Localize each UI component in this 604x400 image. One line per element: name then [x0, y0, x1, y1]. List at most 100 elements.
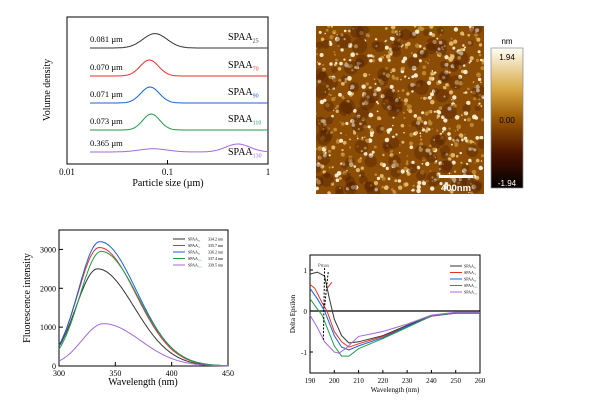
- afm-depression: [374, 41, 385, 53]
- series-name: SPAA: [188, 243, 198, 248]
- afm-depression: [434, 133, 447, 146]
- afm-depression: [391, 41, 402, 52]
- afm-particle: [337, 79, 340, 82]
- afm-particle: [441, 130, 444, 133]
- afm-depression: [468, 180, 482, 194]
- afm-particle: [383, 130, 385, 133]
- afm-particle: [346, 170, 348, 172]
- afm-particle: [337, 67, 342, 71]
- afm-particle: [371, 59, 375, 63]
- afm-particle: [428, 119, 431, 123]
- afm-particle: [335, 109, 339, 114]
- peak-label: 0.070 µm: [90, 62, 123, 72]
- afm-particle: [457, 56, 462, 60]
- afm-particle: [334, 53, 337, 56]
- afm-particle: [458, 74, 463, 80]
- afm-particle: [430, 186, 435, 191]
- afm-particle: [345, 134, 347, 136]
- afm-depression: [421, 51, 429, 59]
- afm-particle: [391, 188, 394, 191]
- afm-particle: [480, 118, 484, 122]
- afm-depression: [423, 29, 430, 36]
- afm-depression: [471, 85, 484, 100]
- afm-particle: [354, 66, 357, 69]
- y-tick-label: 0: [304, 308, 308, 316]
- afm-particle: [334, 96, 337, 99]
- afm-depression: [316, 71, 329, 84]
- afm-particle: [428, 31, 433, 36]
- afm-particle: [362, 72, 368, 78]
- afm-particle: [327, 127, 330, 130]
- afm-particle: [343, 29, 347, 33]
- afm-particle: [425, 148, 430, 153]
- series-subscript: 110: [198, 259, 202, 262]
- afm-particle: [320, 135, 326, 141]
- afm-particle: [359, 174, 362, 177]
- afm-depression: [454, 135, 462, 144]
- afm-particle: [325, 84, 329, 88]
- afm-particle: [455, 86, 457, 89]
- series-label: SPAA90: [228, 87, 259, 100]
- afm-particle: [324, 32, 327, 35]
- afm-particle: [392, 124, 394, 127]
- series-name: SPAA: [228, 147, 253, 158]
- afm-particle: [382, 153, 384, 155]
- afm-particle: [379, 117, 382, 121]
- afm-depression: [451, 175, 467, 192]
- afm-particle: [331, 145, 336, 150]
- y-tick-label: 2000: [40, 284, 56, 293]
- peak-label: 0.365 µm: [90, 138, 123, 148]
- afm-particle: [317, 155, 322, 160]
- afm-particle: [356, 145, 359, 148]
- afm-particle: [395, 76, 399, 81]
- afm-particle: [363, 100, 369, 105]
- arrow-marker: [326, 281, 333, 289]
- afm-particle: [383, 54, 386, 56]
- afm-depression: [323, 171, 331, 179]
- x-axis-label: Wavelength (nm): [371, 386, 420, 394]
- x-tick-label: 350: [109, 369, 121, 378]
- afm-particle: [430, 92, 434, 97]
- afm-particle: [434, 156, 436, 159]
- afm-depression: [383, 143, 393, 153]
- afm-particle: [419, 132, 422, 135]
- afm-particle: [448, 127, 451, 130]
- afm-particle: [340, 48, 344, 52]
- afm-particle: [426, 179, 430, 183]
- afm-depression: [439, 160, 452, 174]
- fluorescence-chart: Fluorescence intensity Wavelength (nm) 3…: [22, 229, 234, 388]
- afm-particle: [433, 180, 436, 183]
- afm-particle: [432, 39, 437, 45]
- afm-particle: [408, 170, 411, 173]
- afm-depression: [331, 66, 338, 73]
- y-tick-label: -1: [301, 349, 307, 357]
- series-line: [309, 298, 480, 357]
- afm-particle: [462, 44, 465, 47]
- afm-particle: [453, 39, 458, 44]
- afm-particle: [429, 144, 432, 147]
- afm-particle: [426, 42, 428, 45]
- afm-particle: [334, 128, 337, 131]
- afm-particle: [452, 100, 454, 102]
- series-line: [58, 250, 228, 367]
- afm-particle: [356, 114, 361, 119]
- afm-particle: [373, 92, 377, 97]
- x-tick-label: 1: [266, 167, 271, 177]
- afm-particle: [316, 53, 318, 55]
- afm-particle: [429, 59, 431, 61]
- afm-particle: [452, 138, 455, 142]
- afm-particle: [396, 169, 401, 174]
- series-name: SPAA: [464, 277, 474, 282]
- peak-label: 0.071 µm: [90, 89, 123, 99]
- afm-particle: [374, 82, 377, 85]
- afm-depression: [448, 60, 460, 72]
- afm-particle: [348, 59, 352, 62]
- series-label: SPAA90: [464, 277, 477, 283]
- afm-particle: [398, 185, 403, 190]
- series-subscript: 70: [253, 67, 259, 73]
- afm-depression: [340, 98, 355, 114]
- afm-particle: [433, 110, 436, 113]
- afm-particle: [384, 78, 387, 80]
- afm-particle: [400, 123, 405, 128]
- afm-particle: [363, 151, 368, 156]
